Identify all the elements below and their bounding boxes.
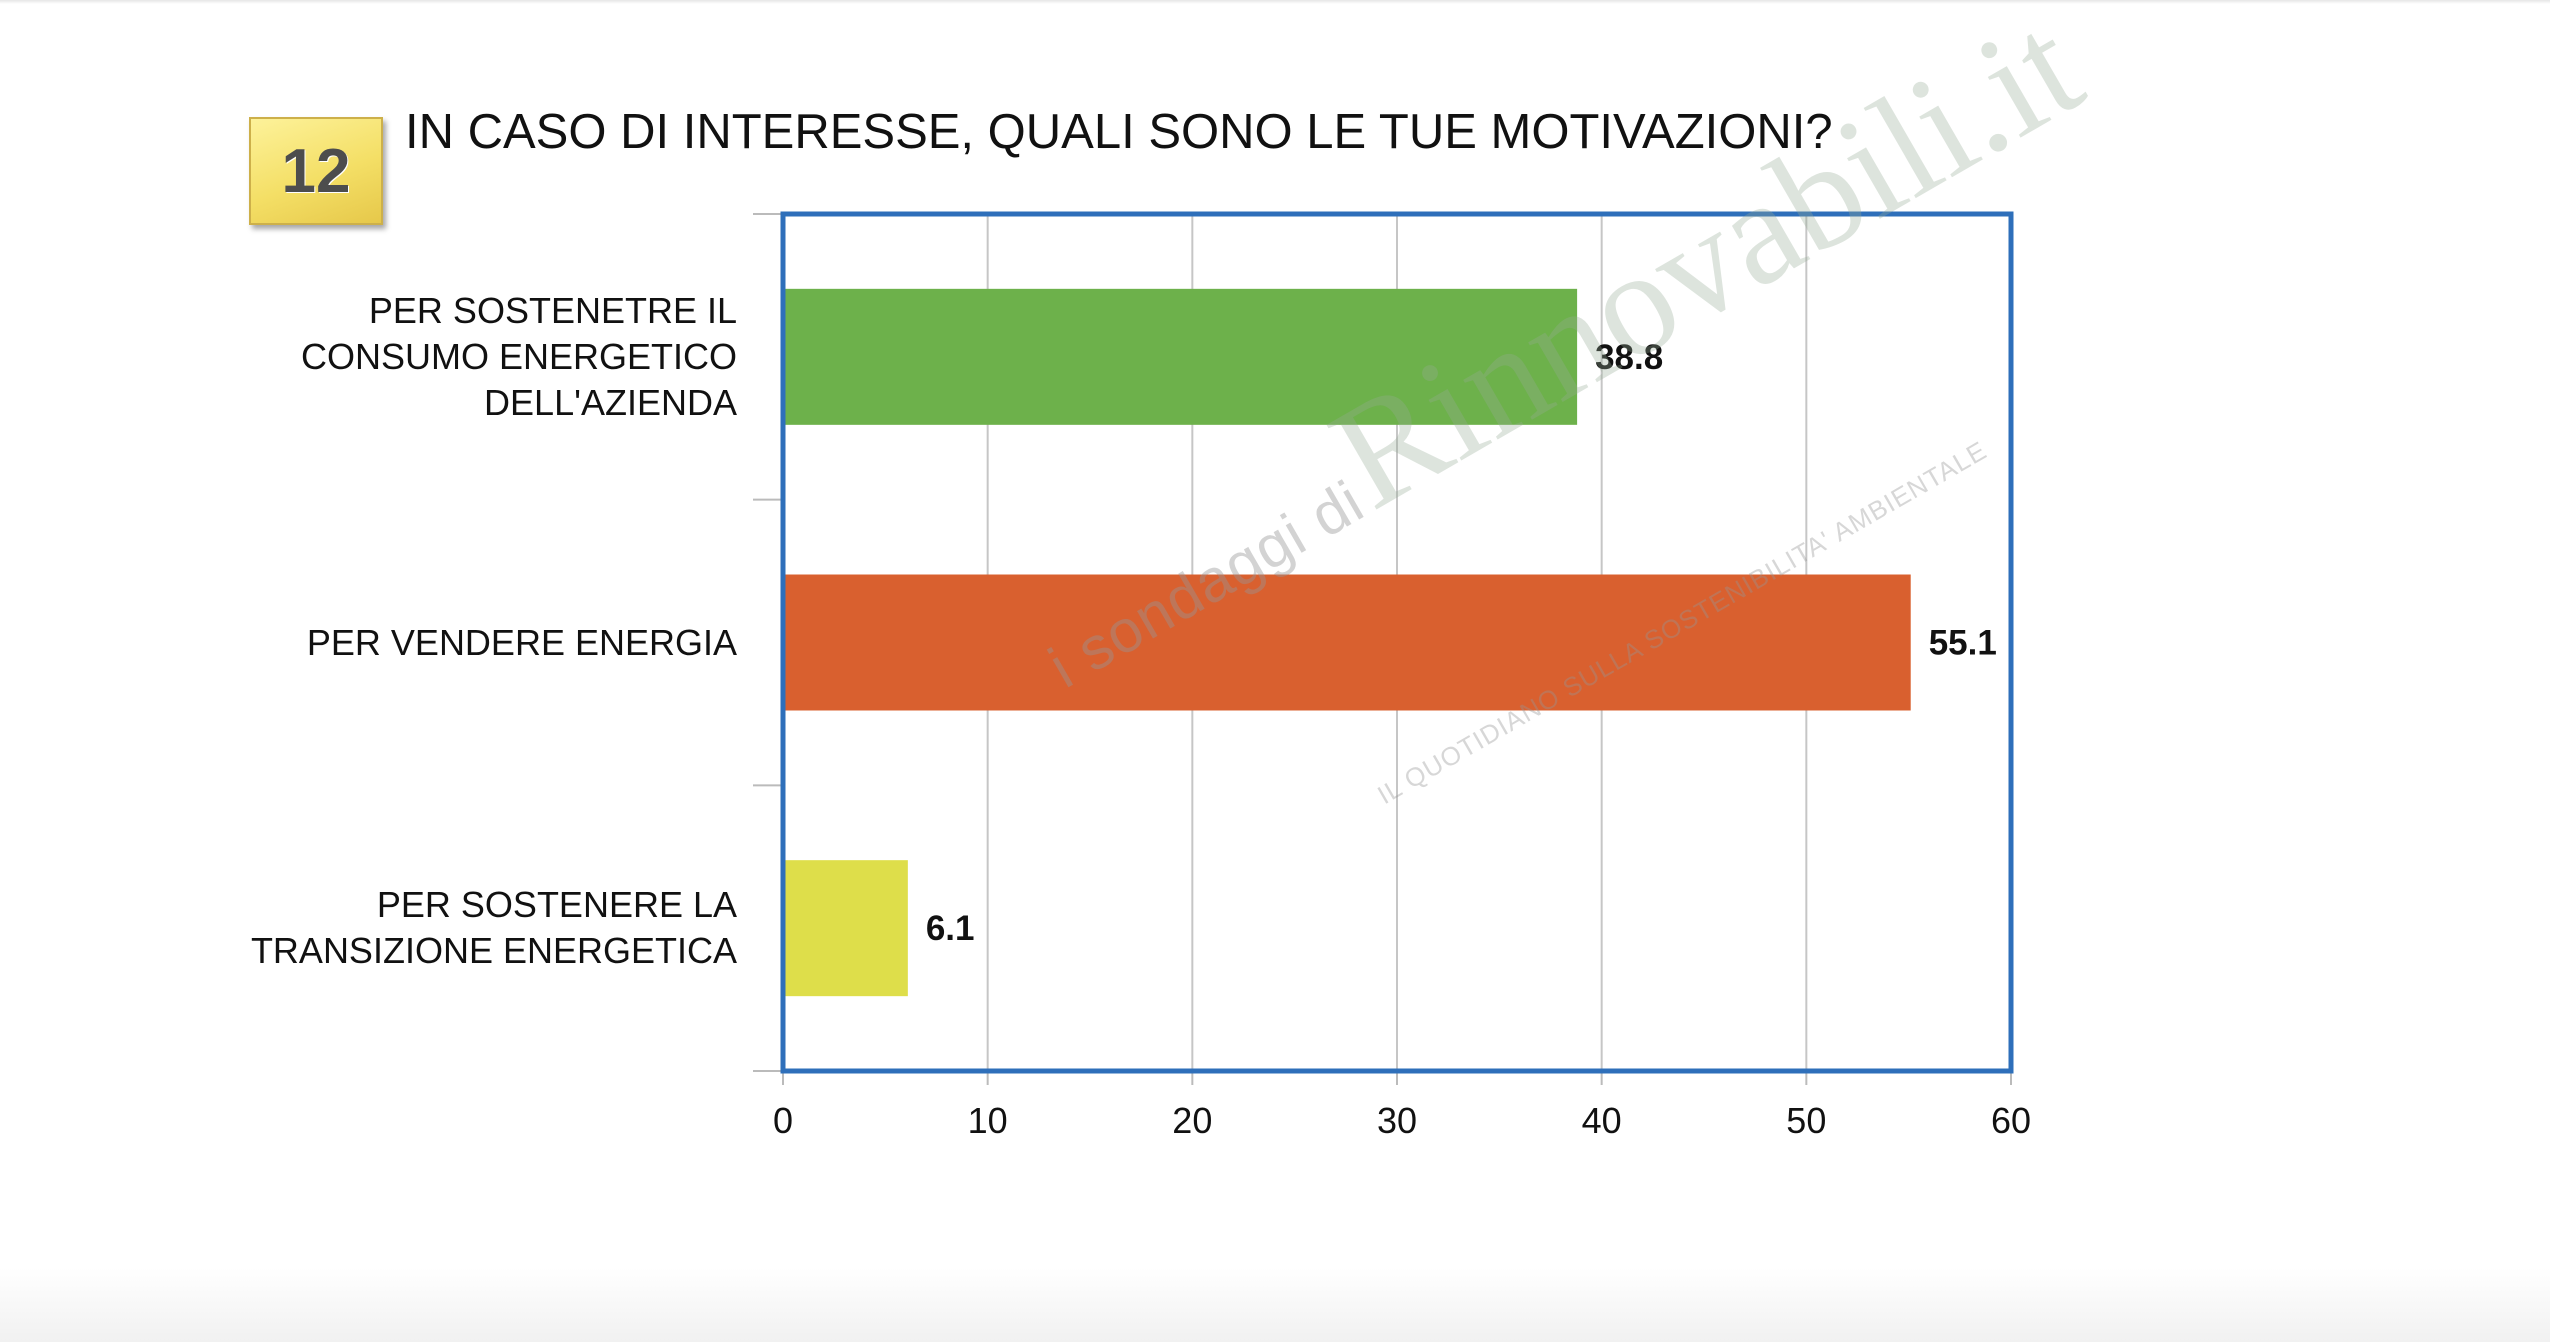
x-tick-label: 20 xyxy=(1172,1100,1212,1141)
category-label: PER VENDERE ENERGIA xyxy=(306,621,737,663)
data-label: 55.1 xyxy=(1929,624,1997,663)
category-label: PER SOSTENERE LA TRANSIZIONE ENERGETICA xyxy=(250,884,737,972)
x-tick-label: 50 xyxy=(1786,1100,1826,1141)
chart-title: IN CASO DI INTERESSE, QUALI SONO LE TUE … xyxy=(405,105,1833,159)
plot-frame xyxy=(780,211,2014,1074)
bottom-band xyxy=(0,1268,2550,1342)
bar xyxy=(783,574,1911,711)
data-label: 38.8 xyxy=(1595,338,1663,377)
x-tick-label: 40 xyxy=(1582,1100,1622,1141)
category-label: PER SOSTENETRE IL CONSUMO ENERGETICO DEL… xyxy=(300,289,737,423)
x-tick-label: 60 xyxy=(1991,1100,2031,1141)
bar xyxy=(783,288,1578,425)
question-number-badge: 12 xyxy=(249,117,383,225)
x-tick-label: 0 xyxy=(773,1100,793,1141)
bar xyxy=(783,860,908,997)
x-tick-label: 10 xyxy=(968,1100,1008,1141)
top-border xyxy=(0,0,2550,4)
x-tick-label: 30 xyxy=(1377,1100,1417,1141)
data-label: 6.1 xyxy=(926,909,975,948)
